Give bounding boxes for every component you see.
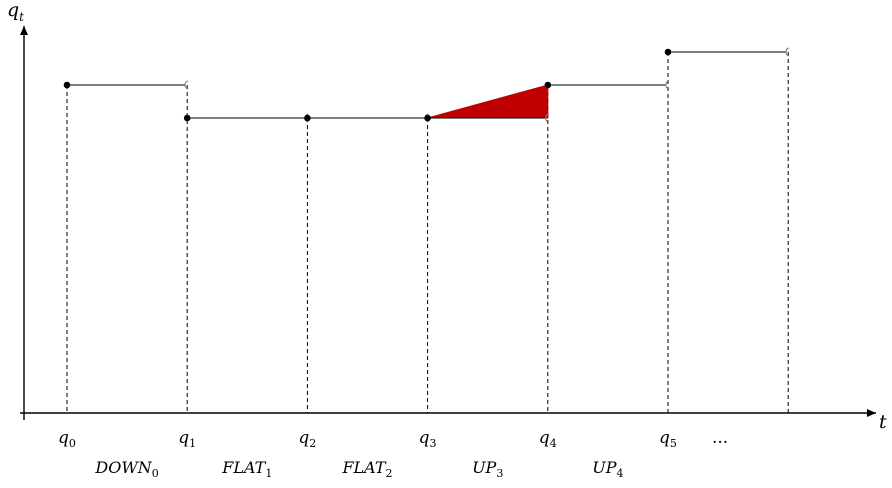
y-axis-label: qt	[7, 0, 24, 24]
ellipsis-label: ...	[712, 428, 728, 448]
time-point-label: q4	[539, 428, 557, 450]
closed-endpoint	[664, 48, 672, 56]
open-endpoint	[545, 113, 549, 123]
step-segments	[63, 47, 790, 123]
region-labels: DOWN0 FLAT1 FLAT2 UP3 UP4	[94, 458, 623, 480]
dashed-guides	[66, 52, 789, 413]
region-label: FLAT2	[341, 458, 392, 480]
region-label: UP4	[592, 458, 623, 480]
closed-endpoint	[544, 81, 552, 89]
time-point-labels: q0 q1 q2 q3 q4 q5	[58, 428, 677, 450]
shaded-triangle	[427, 84, 549, 119]
time-point-label: q0	[58, 428, 76, 450]
closed-endpoint	[304, 114, 311, 122]
region-label: FLAT1	[221, 458, 272, 480]
region-label: UP3	[472, 458, 503, 480]
closed-endpoint	[183, 114, 191, 122]
shaded-region-group	[427, 84, 549, 119]
open-endpoint	[785, 47, 790, 57]
closed-endpoint	[424, 114, 431, 122]
open-endpoint	[665, 80, 670, 90]
time-point-label: q5	[659, 428, 677, 450]
x-axis-label: t	[879, 411, 887, 433]
closed-endpoint	[63, 81, 71, 89]
time-point-label: q1	[178, 428, 196, 450]
region-label: DOWN0	[94, 458, 158, 480]
open-endpoint	[184, 80, 189, 90]
time-point-label: q2	[298, 428, 316, 450]
time-point-label: q3	[419, 428, 437, 450]
